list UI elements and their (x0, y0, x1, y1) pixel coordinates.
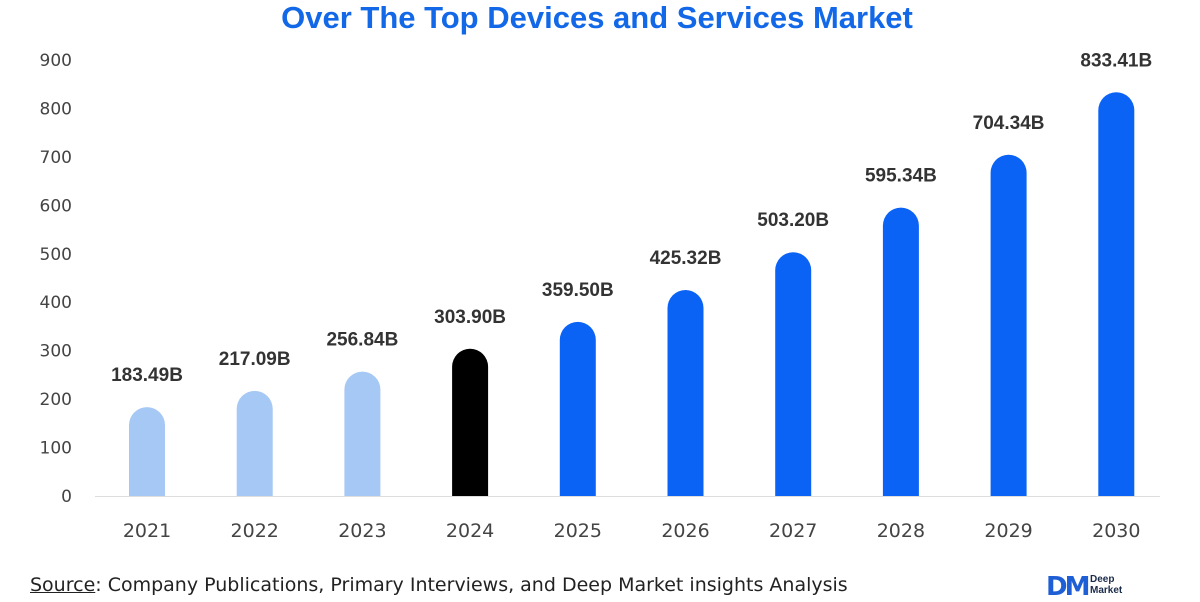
data-label-2024: 303.90B (434, 307, 506, 328)
y-axis: 0 100 200 300 400 500 600 700 800 900 (40, 51, 72, 507)
x-axis: 2021 2022 2023 2024 2025 2026 2027 2028 2029 2030 (123, 520, 1141, 542)
logo-line-1: Deep (1090, 574, 1115, 585)
bar-2028 (882, 207, 919, 496)
bar-2025 (559, 321, 596, 496)
x-tick-label: 2025 (554, 520, 602, 542)
bar-2022 (236, 390, 273, 496)
data-label-2026: 425.32B (650, 248, 722, 269)
data-label-2025: 359.50B (542, 280, 614, 301)
logo-wordmark: Deep Market (1090, 574, 1122, 596)
x-tick-label: 2021 (123, 520, 171, 542)
logo-line-2: Market (1090, 585, 1123, 596)
data-labels-group: 183.49B 217.09B 256.84B 303.90B 359.50B 425.3… (111, 50, 1152, 386)
y-tick-label: 900 (40, 51, 72, 71)
bar-2026 (667, 289, 704, 496)
logo-mark: DM (1046, 572, 1091, 602)
x-tick-label: 2029 (984, 520, 1032, 542)
bar-2023 (344, 371, 381, 496)
company-logo: DM Deep Market (1046, 572, 1166, 602)
data-label-2021: 183.49B (111, 365, 183, 386)
y-tick-label: 200 (40, 390, 72, 410)
bar-2030 (1098, 92, 1135, 496)
data-label-2030: 833.41B (1080, 50, 1152, 71)
data-label-2023: 256.84B (326, 330, 398, 351)
x-tick-label: 2022 (231, 520, 279, 542)
x-tick-label: 2024 (446, 520, 494, 542)
bar-2024 (452, 348, 489, 496)
x-tick-label: 2030 (1092, 520, 1140, 542)
source-label: Source (30, 574, 96, 596)
bar-2027 (775, 252, 812, 496)
source-note: Source: Company Publications, Primary In… (30, 574, 848, 596)
y-tick-label: 800 (40, 99, 72, 119)
y-tick-label: 500 (40, 245, 72, 265)
y-tick-label: 700 (40, 148, 72, 168)
data-label-2028: 595.34B (865, 166, 937, 187)
y-tick-label: 600 (40, 196, 72, 216)
x-tick-label: 2027 (769, 520, 817, 542)
y-tick-label: 400 (40, 293, 72, 313)
y-tick-label: 300 (40, 342, 72, 362)
x-tick-label: 2023 (338, 520, 386, 542)
bar-2029 (990, 154, 1027, 496)
data-label-2029: 704.34B (973, 113, 1045, 134)
x-tick-label: 2026 (661, 520, 709, 542)
y-tick-label: 100 (40, 439, 72, 459)
bar-2021 (129, 407, 165, 496)
source-text: : Company Publications, Primary Intervie… (95, 574, 848, 596)
chart-title: Over The Top Devices and Services Market (281, 0, 913, 35)
bars-group (129, 92, 1135, 496)
data-label-2027: 503.20B (757, 210, 829, 231)
data-label-2022: 217.09B (219, 349, 291, 370)
x-tick-label: 2028 (877, 520, 925, 542)
y-tick-label: 0 (61, 487, 72, 507)
